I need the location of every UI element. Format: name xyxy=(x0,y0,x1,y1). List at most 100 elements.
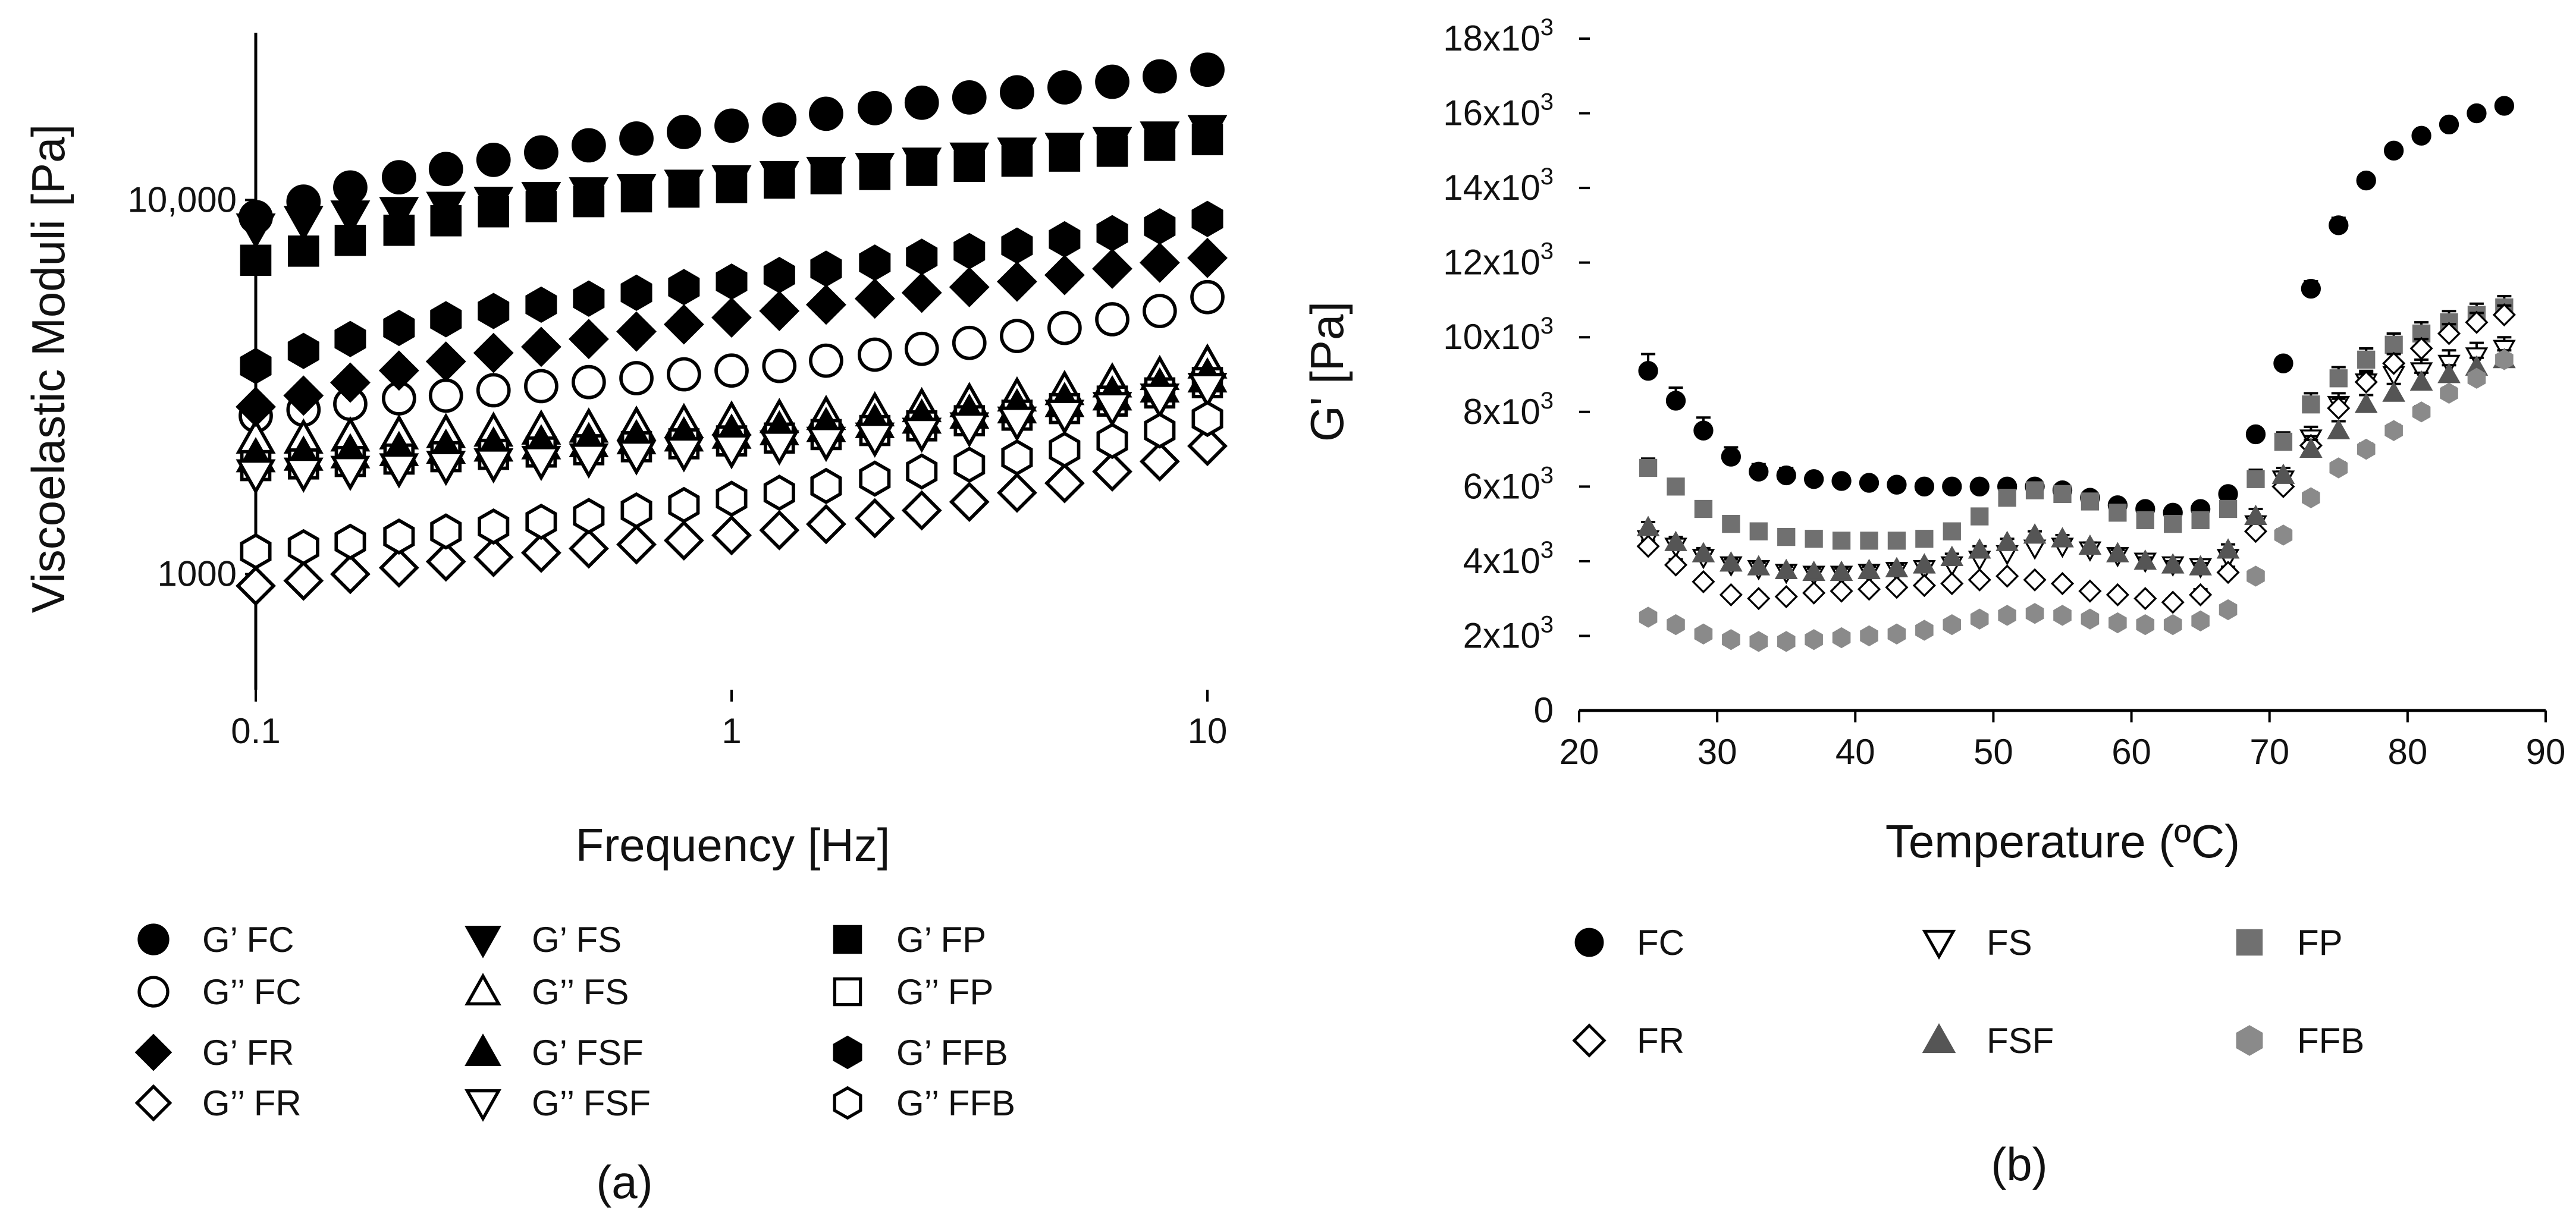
data-point-gpp-fc xyxy=(1095,302,1129,337)
data-point-fc xyxy=(1638,361,1658,381)
data-point-ffb xyxy=(1749,631,1768,652)
data-point-gp-ffb xyxy=(430,301,462,338)
data-point-fp xyxy=(2025,481,2044,499)
legend-marker-gp-fp xyxy=(833,925,862,954)
tick-mantissa: 12x10 xyxy=(1443,243,1540,282)
data-point-fr xyxy=(1912,574,1936,598)
data-point-fc xyxy=(2329,215,2349,235)
data-point-gpp-fr xyxy=(616,524,657,565)
data-point-gp-fr xyxy=(1092,249,1132,289)
data-point-gp-fr xyxy=(378,350,419,391)
legend-label-gpp-ffb: G’’ FFB xyxy=(896,1083,1015,1123)
data-point-gpp-fr xyxy=(568,528,609,569)
legend-item-gp-fs: G’ FS xyxy=(465,920,622,960)
tick-mantissa: 16x10 xyxy=(1443,93,1540,133)
data-point-gp-fc xyxy=(857,91,892,125)
data-point-gp-fc xyxy=(572,128,606,163)
panel-b-y-tick-label: 16x103 xyxy=(1443,89,1554,133)
data-point-fr xyxy=(1995,564,2019,588)
series-fsf xyxy=(1636,348,2516,581)
data-point-fsf xyxy=(2133,549,2157,570)
data-point-gpp-fc xyxy=(952,325,987,360)
data-point-fc xyxy=(2273,353,2293,373)
data-point-gp-ffb xyxy=(953,232,986,269)
data-point-fr xyxy=(2327,396,2351,420)
data-point-gp-fr xyxy=(283,375,324,416)
data-point-fsf xyxy=(2244,504,2267,525)
data-point-gpp-fc xyxy=(762,348,797,383)
data-point-fp xyxy=(1915,530,1934,548)
data-point-fr xyxy=(1830,579,1853,603)
data-point-fsf xyxy=(2409,370,2433,391)
data-point-gp-fc xyxy=(809,96,843,131)
data-point-fr xyxy=(2465,310,2489,334)
data-point-gpp-ffb xyxy=(620,492,652,529)
data-point-gpp-ffb xyxy=(573,498,605,535)
data-point-gp-ffb xyxy=(859,244,891,281)
data-point-gpp-ffb xyxy=(240,533,272,570)
data-point-gpp-fr xyxy=(949,482,990,523)
data-point-fc xyxy=(1859,473,1880,493)
data-point-gp-fp xyxy=(1001,145,1033,177)
data-point-fr xyxy=(2244,520,2268,543)
tick-exponent: 3 xyxy=(1540,537,1554,563)
legend-label-fsf: FSF xyxy=(1987,1021,2054,1061)
legend-item-gp-fp: G’ FP xyxy=(833,920,986,960)
data-point-fr xyxy=(1968,568,1991,592)
data-point-fr xyxy=(2354,370,2378,394)
panel-b-x-tick-label: 40 xyxy=(1835,732,1875,772)
data-point-ffb xyxy=(2246,565,2265,587)
data-point-gp-fp xyxy=(1049,140,1081,172)
data-point-gpp-fr xyxy=(663,520,704,561)
legend-item-gp-fsf: G’ FSF xyxy=(465,1033,644,1073)
data-point-gp-fs xyxy=(379,197,419,232)
data-point-ffb xyxy=(2053,605,2072,626)
data-point-fsf xyxy=(1885,557,1909,577)
data-point-gpp-ffb xyxy=(383,518,415,555)
data-point-gp-fp xyxy=(573,186,605,218)
data-point-gpp-fsf xyxy=(997,406,1037,442)
data-point-gpp-fr xyxy=(1187,426,1228,467)
data-point-gpp-ffb xyxy=(334,523,366,560)
data-point-ffb xyxy=(2412,401,2431,423)
data-point-gpp-fr xyxy=(378,547,419,588)
legend-label-fs: FS xyxy=(1987,923,2032,963)
data-point-gp-fc xyxy=(1047,70,1082,105)
data-point-fp xyxy=(2246,470,2265,488)
data-point-gpp-ffb xyxy=(953,447,986,483)
legend-item-fp: FP xyxy=(2236,923,2343,963)
data-point-fp xyxy=(2302,395,2320,414)
data-point-gp-fc xyxy=(714,108,749,143)
data-point-gpp-ffb xyxy=(1144,412,1176,449)
data-point-fc xyxy=(2494,96,2515,116)
panel-b-y-tick-label: 6x103 xyxy=(1463,462,1554,506)
data-point-gp-fr xyxy=(568,319,609,360)
data-point-gpp-fsf xyxy=(473,448,514,484)
panel-b-y-tick-label: 2x103 xyxy=(1463,611,1554,655)
data-point-gp-fc xyxy=(333,170,368,205)
data-point-gp-fr xyxy=(1187,237,1228,278)
data-point-fsf xyxy=(2271,463,2295,484)
data-point-gpp-fr xyxy=(473,537,514,578)
data-point-ffb xyxy=(1777,631,1796,652)
panel-b-x-tick-label: 20 xyxy=(1560,732,1599,772)
data-point-ffb xyxy=(2384,420,2403,441)
data-point-fp xyxy=(1694,499,1713,518)
data-point-gpp-fr xyxy=(759,510,800,551)
legend-marker-fsf xyxy=(1922,1023,1956,1054)
tick-mantissa: 10x10 xyxy=(1443,317,1540,357)
series-fc xyxy=(1638,96,2515,523)
data-point-gp-fp xyxy=(1096,136,1128,167)
data-point-gpp-fc xyxy=(1142,294,1177,328)
data-point-fp xyxy=(2136,511,2154,529)
data-point-fp xyxy=(1971,507,1989,526)
data-point-fsf xyxy=(1774,558,1798,579)
data-point-gp-fr xyxy=(663,304,704,345)
data-point-fc xyxy=(1942,476,1962,496)
legend-label-gpp-fsf: G’’ FSF xyxy=(532,1083,651,1123)
data-point-fc xyxy=(2356,170,2376,191)
legend-label-fc: FC xyxy=(1637,923,1684,963)
data-point-gp-ffb xyxy=(668,269,700,306)
data-point-gp-fc xyxy=(428,152,463,187)
data-point-gp-ffb xyxy=(383,309,415,347)
